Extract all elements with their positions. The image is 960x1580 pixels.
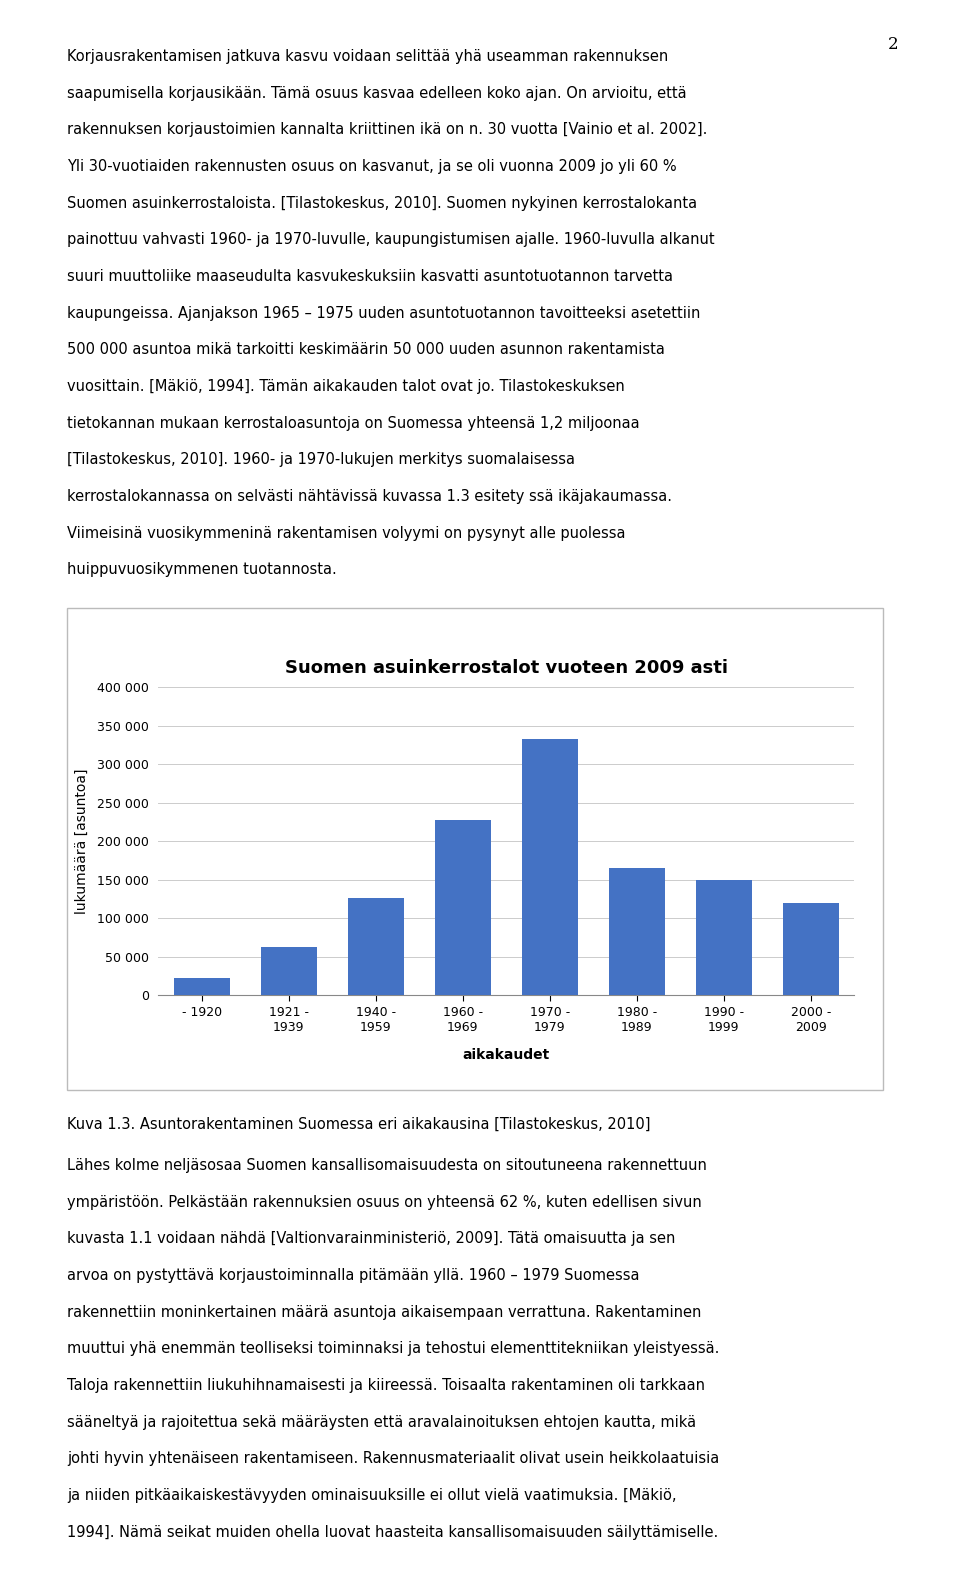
Text: tietokannan mukaan kerrostaloasuntoja on Suomessa yhteensä 1,2 miljoonaa: tietokannan mukaan kerrostaloasuntoja on… — [67, 416, 639, 430]
Bar — [435, 820, 492, 995]
Text: suuri muuttoliike maaseudulta kasvukeskuksiin kasvatti asuntotuotannon tarvetta: suuri muuttoliike maaseudulta kasvukesku… — [67, 269, 673, 284]
Text: kuvasta 1.1 voidaan nähdä [Valtionvarainministeriö, 2009]. Tätä omaisuutta ja se: kuvasta 1.1 voidaan nähdä [Valtionvarain… — [67, 1231, 676, 1247]
Text: huippuvuosikymmenen tuotannosta.: huippuvuosikymmenen tuotannosta. — [67, 562, 337, 577]
Text: [Tilastokeskus, 2010]. 1960- ja 1970-lukujen merkitys suomalaisessa: [Tilastokeskus, 2010]. 1960- ja 1970-luk… — [67, 452, 575, 468]
Text: ympäristöön. Pelkästään rakennuksien osuus on yhteensä 62 %, kuten edellisen siv: ympäristöön. Pelkästään rakennuksien osu… — [67, 1194, 702, 1210]
Text: sääneltyä ja rajoitettua sekä määräysten että aravalainoituksen ehtojen kautta, : sääneltyä ja rajoitettua sekä määräysten… — [67, 1414, 696, 1430]
Text: Kuva 1.3. Asuntorakentaminen Suomessa eri aikakausina [Tilastokeskus, 2010]: Kuva 1.3. Asuntorakentaminen Suomessa er… — [67, 1117, 651, 1131]
Text: 2: 2 — [887, 36, 899, 54]
Bar — [521, 739, 578, 995]
Text: kerrostalokannassa on selvästi nähtävissä kuvassa 1.3 esitety ssä ikäjakaumassa.: kerrostalokannassa on selvästi nähtäviss… — [67, 488, 672, 504]
Bar — [174, 978, 230, 995]
Bar — [348, 899, 404, 995]
Text: Korjausrakentamisen jatkuva kasvu voidaan selittää yhä useamman rakennuksen: Korjausrakentamisen jatkuva kasvu voidaa… — [67, 49, 668, 63]
Text: 1994]. Nämä seikat muiden ohella luovat haasteita kansallisomaisuuden säilyttämi: 1994]. Nämä seikat muiden ohella luovat … — [67, 1525, 718, 1539]
Text: Lähes kolme neljäsosaa Suomen kansallisomaisuudesta on sitoutuneena rakennettuun: Lähes kolme neljäsosaa Suomen kansalliso… — [67, 1158, 708, 1172]
Bar — [782, 904, 839, 995]
Text: Taloja rakennettiin liukuhihnamaisesti ja kiireessä. Toisaalta rakentaminen oli : Taloja rakennettiin liukuhihnamaisesti j… — [67, 1378, 706, 1394]
Text: rakennettiin moninkertainen määrä asuntoja aikaisempaan verrattuna. Rakentaminen: rakennettiin moninkertainen määrä asunto… — [67, 1305, 702, 1319]
Text: rakennuksen korjaustoimien kannalta kriittinen ikä on n. 30 vuotta [Vainio et al: rakennuksen korjaustoimien kannalta krii… — [67, 122, 708, 137]
Text: arvoa on pystyttävä korjaustoiminnalla pitämään yllä. 1960 – 1979 Suomessa: arvoa on pystyttävä korjaustoiminnalla p… — [67, 1269, 639, 1283]
Text: painottuu vahvasti 1960- ja 1970-luvulle, kaupungistumisen ajalle. 1960-luvulla : painottuu vahvasti 1960- ja 1970-luvulle… — [67, 232, 715, 246]
Title: Suomen asuinkerrostalot vuoteen 2009 asti: Suomen asuinkerrostalot vuoteen 2009 ast… — [285, 659, 728, 678]
Bar — [696, 880, 753, 995]
Y-axis label: lukumäärä [asuntoa]: lukumäärä [asuntoa] — [75, 768, 88, 915]
Text: Suomen asuinkerrostaloista. [Tilastokeskus, 2010]. Suomen nykyinen kerrostalokan: Suomen asuinkerrostaloista. [Tilastokesk… — [67, 196, 697, 210]
X-axis label: aikakaudet: aikakaudet — [463, 1048, 550, 1062]
Text: Yli 30-vuotiaiden rakennusten osuus on kasvanut, ja se oli vuonna 2009 jo yli 60: Yli 30-vuotiaiden rakennusten osuus on k… — [67, 160, 677, 174]
Text: kaupungeissa. Ajanjakson 1965 – 1975 uuden asuntotuotannon tavoitteeksi asetetti: kaupungeissa. Ajanjakson 1965 – 1975 uud… — [67, 305, 701, 321]
Text: ja niiden pitkäaikaiskestävyyden ominaisuuksille ei ollut vielä vaatimuksia. [Mä: ja niiden pitkäaikaiskestävyyden ominais… — [67, 1488, 677, 1503]
Bar — [609, 869, 665, 995]
Text: Viimeisinä vuosikymmeninä rakentamisen volyymi on pysynyt alle puolessa: Viimeisinä vuosikymmeninä rakentamisen v… — [67, 526, 626, 540]
Text: saapumisella korjausikään. Tämä osuus kasvaa edelleen koko ajan. On arvioitu, et: saapumisella korjausikään. Tämä osuus ka… — [67, 85, 686, 101]
Text: johti hyvin yhtenäiseen rakentamiseen. Rakennusmateriaalit olivat usein heikkola: johti hyvin yhtenäiseen rakentamiseen. R… — [67, 1452, 719, 1466]
Text: muuttui yhä enemmän teolliseksi toiminnaksi ja tehostui elementtitekniikan yleis: muuttui yhä enemmän teolliseksi toiminna… — [67, 1341, 720, 1356]
Text: 500 000 asuntoa mikä tarkoitti keskimäärin 50 000 uuden asunnon rakentamista: 500 000 asuntoa mikä tarkoitti keskimäär… — [67, 343, 665, 357]
Text: vuosittain. [Mäkiö, 1994]. Tämän aikakauden talot ovat jo. Tilastokeskuksen: vuosittain. [Mäkiö, 1994]. Tämän aikakau… — [67, 379, 625, 393]
Bar — [260, 946, 317, 995]
